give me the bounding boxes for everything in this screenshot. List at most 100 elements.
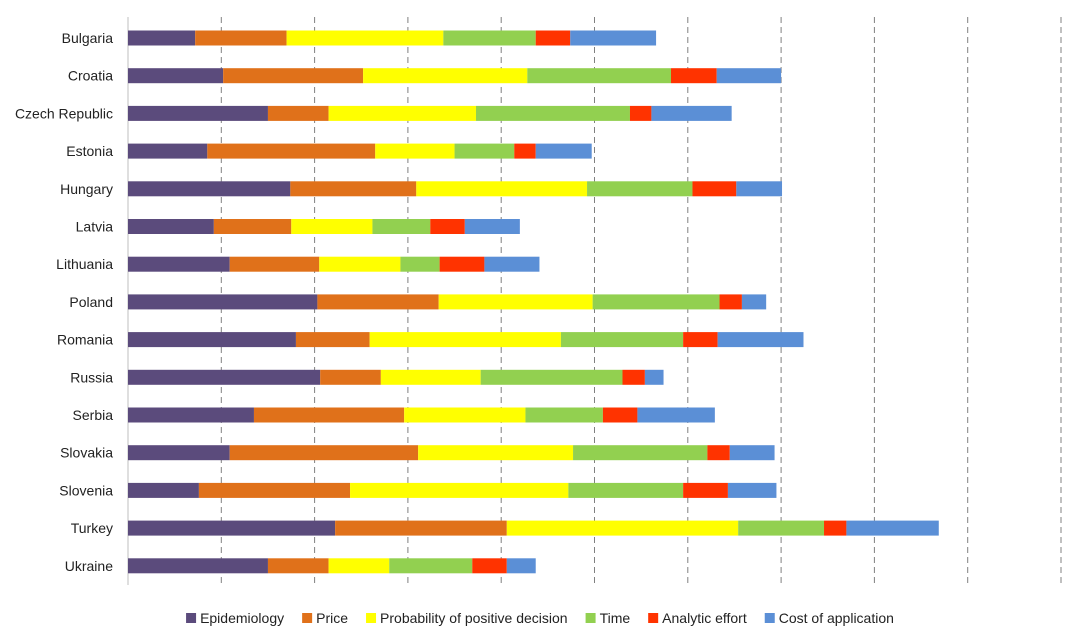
bar-segment [464, 219, 520, 234]
bar-segment [637, 407, 715, 423]
bar-segment [535, 30, 571, 46]
bar-segment [741, 294, 767, 310]
category-label: Russia [70, 369, 113, 385]
bar-segment [692, 181, 737, 197]
category-label: Turkey [71, 520, 113, 536]
bar-segment [439, 256, 485, 272]
bar-segment [128, 558, 268, 574]
bar-segment [328, 105, 477, 121]
bar-segment [267, 558, 329, 574]
legend-label: Analytic effort [662, 610, 747, 626]
legend-label: Price [316, 610, 348, 626]
bar-segment [128, 445, 230, 461]
bar-segment [229, 256, 320, 272]
legend-swatch [366, 613, 377, 623]
bar-segment [824, 520, 847, 536]
bar-segment [128, 369, 321, 385]
category-label: Romania [57, 332, 113, 348]
bar-segment [480, 369, 623, 385]
bar-segment [707, 445, 730, 461]
bar-segment [506, 520, 739, 536]
bars [128, 30, 939, 574]
category-label: Hungary [60, 181, 113, 197]
bar-segment [644, 369, 664, 385]
bar-segment [629, 105, 652, 121]
bar-segment [506, 558, 536, 574]
legend-label: Time [600, 610, 631, 626]
bar-segment [195, 30, 287, 46]
bar-segment [573, 445, 708, 461]
bar-segment [328, 558, 390, 574]
bar-segment [128, 181, 291, 197]
bar-segment [128, 294, 318, 310]
bar-segment [622, 369, 645, 385]
bar-segment [372, 219, 431, 234]
bar-segment [375, 143, 455, 159]
category-label: Latvia [76, 219, 114, 235]
bar-segment [514, 143, 536, 159]
bar-segment [128, 143, 208, 159]
category-label: Croatia [68, 68, 113, 84]
bar-segment [592, 294, 720, 310]
bar-segment [418, 445, 574, 461]
category-label: Bulgaria [62, 30, 114, 46]
bar-segment [671, 68, 717, 84]
bar-segment [736, 181, 783, 197]
legend: Epidemiology Price Probability of positive… [186, 610, 894, 626]
legend-swatch [302, 613, 313, 623]
bar-segment [404, 407, 526, 423]
category-label: Serbia [73, 407, 114, 423]
bar-segment [560, 332, 684, 348]
bar-segment [729, 445, 775, 461]
bar-segment [291, 219, 373, 234]
bar-segment [267, 105, 329, 121]
category-label: Lithuania [56, 256, 113, 272]
category-label: Czech Republic [15, 105, 113, 121]
bar-segment [846, 520, 939, 536]
bar-segment [719, 294, 742, 310]
bar-segment [717, 332, 804, 348]
bar-segment [454, 143, 515, 159]
bar-segment [286, 30, 444, 46]
bar-segment [651, 105, 732, 121]
legend-label: Epidemiology [200, 610, 284, 626]
bar-segment [207, 143, 376, 159]
bar-segment [380, 369, 481, 385]
bar-segment [128, 520, 336, 536]
bar-segment [484, 256, 540, 272]
bar-segment [430, 219, 465, 234]
bar-segment [128, 68, 224, 84]
bar-segment [570, 30, 657, 46]
bar-segment [317, 294, 439, 310]
category-labels: Bulgaria Croatia Czech Republic Estonia Hung… [15, 30, 113, 574]
bar-segment [602, 407, 638, 423]
bar-segment [438, 294, 593, 310]
bar-segment [527, 68, 672, 84]
bar-segment [416, 181, 588, 197]
bar-segment [476, 105, 630, 121]
bar-segment [535, 143, 592, 159]
bar-segment [229, 445, 419, 461]
bar-segment [363, 68, 528, 84]
bar-segment [128, 482, 199, 498]
bar-segment [389, 558, 473, 574]
legend-swatch [186, 613, 197, 623]
bar-segment [683, 482, 728, 498]
bar-segment [320, 369, 381, 385]
bar-segment [727, 482, 777, 498]
bar-segment [350, 482, 569, 498]
category-label: Ukraine [65, 558, 113, 574]
bar-segment [128, 105, 268, 121]
bar-segment [198, 482, 351, 498]
bar-segment [295, 332, 370, 348]
bar-segment [400, 256, 440, 272]
bar-segment [128, 219, 214, 234]
bar-segment [369, 332, 561, 348]
bar-segment [525, 407, 603, 423]
category-label: Slovakia [60, 445, 113, 461]
bar-segment [128, 407, 254, 423]
bar-segment [738, 520, 825, 536]
bar-segment [223, 68, 364, 84]
bar-segment [253, 407, 405, 423]
